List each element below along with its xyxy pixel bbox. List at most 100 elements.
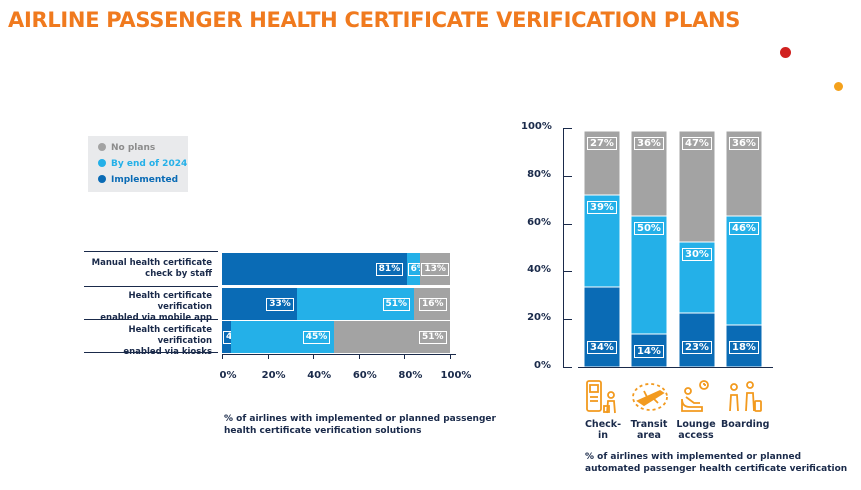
legend-swatch-implemented xyxy=(98,175,106,183)
caption-line: % of airlines with implemented or planne… xyxy=(585,452,802,462)
x-tick-label: 100% xyxy=(440,370,472,381)
category-label-transit: Transit area xyxy=(626,419,672,441)
bar-segment-implemented xyxy=(631,333,667,367)
x-tick xyxy=(358,354,360,359)
transit-plane-icon xyxy=(630,377,668,417)
row-label-manual: Manual health certificate check by staff xyxy=(84,258,212,280)
y-tick xyxy=(563,175,572,177)
row-label-line: Manual health certificate xyxy=(91,258,212,268)
legend-label: By end of 2024 xyxy=(111,159,188,169)
row-divider xyxy=(84,352,218,353)
data-label: 50% xyxy=(634,221,664,235)
bar-segment-implemented xyxy=(679,312,715,367)
row-divider xyxy=(84,319,218,320)
x-tick xyxy=(313,354,315,359)
bar-segment-implemented xyxy=(584,286,620,367)
row-divider xyxy=(84,251,218,252)
x-tick-label: 40% xyxy=(307,370,332,381)
data-label: 36% xyxy=(729,137,759,150)
bar-segment-no-plans xyxy=(631,131,667,216)
row-label-mobile-app: Health certificate verification enabled … xyxy=(84,291,212,324)
caption-line: % of airlines with implemented or planne… xyxy=(224,414,496,424)
bar-segment-implemented xyxy=(726,324,762,367)
bar-segment-by-end-2024 xyxy=(584,194,620,287)
x-axis-line xyxy=(222,354,456,355)
bar-segment-no-plans xyxy=(584,131,620,195)
data-label: 46% xyxy=(729,221,759,235)
bar-segment-implemented xyxy=(222,288,298,320)
bar-segment-by-end-2024 xyxy=(679,241,715,313)
data-label: 45% xyxy=(302,331,331,344)
category-label-check-in: Check-in xyxy=(580,419,626,441)
data-label: 33% xyxy=(266,298,294,311)
category-label-lounge: Lounge access xyxy=(673,419,719,441)
row-label-line: check by staff xyxy=(145,269,212,279)
x-tick-label: 20% xyxy=(261,370,286,381)
caption-line: automated passenger health certificate v… xyxy=(585,464,848,474)
legend-label: Implemented xyxy=(111,175,179,185)
x-tick xyxy=(450,354,451,359)
legend-item-implemented: Implemented xyxy=(98,175,178,185)
category-label-line: access xyxy=(678,430,714,441)
category-label-boarding: Boarding xyxy=(721,419,770,430)
y-tick-label: 40% xyxy=(527,264,551,276)
row-label-line: enabled via mobile app xyxy=(100,313,212,323)
x-baseline xyxy=(578,367,773,368)
left-chart-caption: % of airlines with implemented or planne… xyxy=(224,413,496,437)
category-label-line: Transit xyxy=(630,419,668,430)
y-tick xyxy=(563,223,572,225)
lounge-chair-icon xyxy=(676,377,714,417)
data-label: 81% xyxy=(375,263,404,276)
category-label-line: Lounge xyxy=(676,419,716,430)
y-tick-label: 100% xyxy=(521,121,552,132)
y-tick xyxy=(563,319,572,321)
x-tick xyxy=(267,354,269,359)
caption-line: health certificate verification solution… xyxy=(224,426,422,436)
x-tick xyxy=(404,354,406,359)
data-label: 47% xyxy=(682,137,712,150)
bar-segment-no-plans xyxy=(726,131,762,216)
y-tick xyxy=(563,271,572,273)
data-label: 51% xyxy=(419,331,447,344)
x-tick xyxy=(222,354,223,359)
check-in-kiosk-icon xyxy=(584,377,622,417)
decorative-red-dot xyxy=(780,47,791,58)
chart-legend: No plans By end of 2024 Implemented xyxy=(88,136,188,192)
data-label: 30% xyxy=(682,247,712,261)
y-tick-label: 80% xyxy=(527,168,551,180)
data-label: 39% xyxy=(587,200,617,214)
category-label-line: Check-in xyxy=(584,419,622,441)
data-label: 13% xyxy=(421,263,449,276)
boarding-passengers-icon xyxy=(724,377,762,417)
y-tick-label: 20% xyxy=(527,312,551,324)
data-label: 51% xyxy=(382,298,411,311)
bar-segment-by-end-2024 xyxy=(631,215,667,334)
y-tick xyxy=(563,367,572,368)
page-title: AIRLINE PASSENGER HEALTH CERTIFICATE VER… xyxy=(8,8,741,32)
y-axis-line xyxy=(563,128,564,368)
data-label: 16% xyxy=(419,298,447,311)
y-tick-label: 60% xyxy=(527,216,551,228)
right-chart-caption: % of airlines with implemented or planne… xyxy=(585,451,847,475)
row-label-line: Health certificate verification xyxy=(128,325,212,346)
data-label: 14% xyxy=(634,345,664,358)
x-tick-label: 80% xyxy=(398,370,423,381)
bar-segment-by-end-2024 xyxy=(297,288,414,320)
data-label: 27% xyxy=(587,137,617,150)
bar-segment-by-end-2024 xyxy=(406,253,421,285)
x-tick-label: 60% xyxy=(352,370,377,381)
data-label: 36% xyxy=(634,137,664,150)
data-label: 23% xyxy=(682,341,712,354)
decorative-orange-dot xyxy=(834,82,843,91)
legend-swatch-no-plans xyxy=(98,143,106,151)
row-divider xyxy=(84,286,218,287)
bar-segment-implemented xyxy=(222,321,232,353)
y-tick xyxy=(563,128,572,129)
category-label-line: Boarding xyxy=(721,419,770,430)
y-tick-label: 0% xyxy=(534,360,551,371)
x-tick-label: 0% xyxy=(219,370,237,381)
legend-label: No plans xyxy=(111,143,156,153)
legend-item-by-end-2024: By end of 2024 xyxy=(98,159,187,169)
legend-swatch-by-end-2024 xyxy=(98,159,106,167)
data-label: 18% xyxy=(729,341,759,354)
